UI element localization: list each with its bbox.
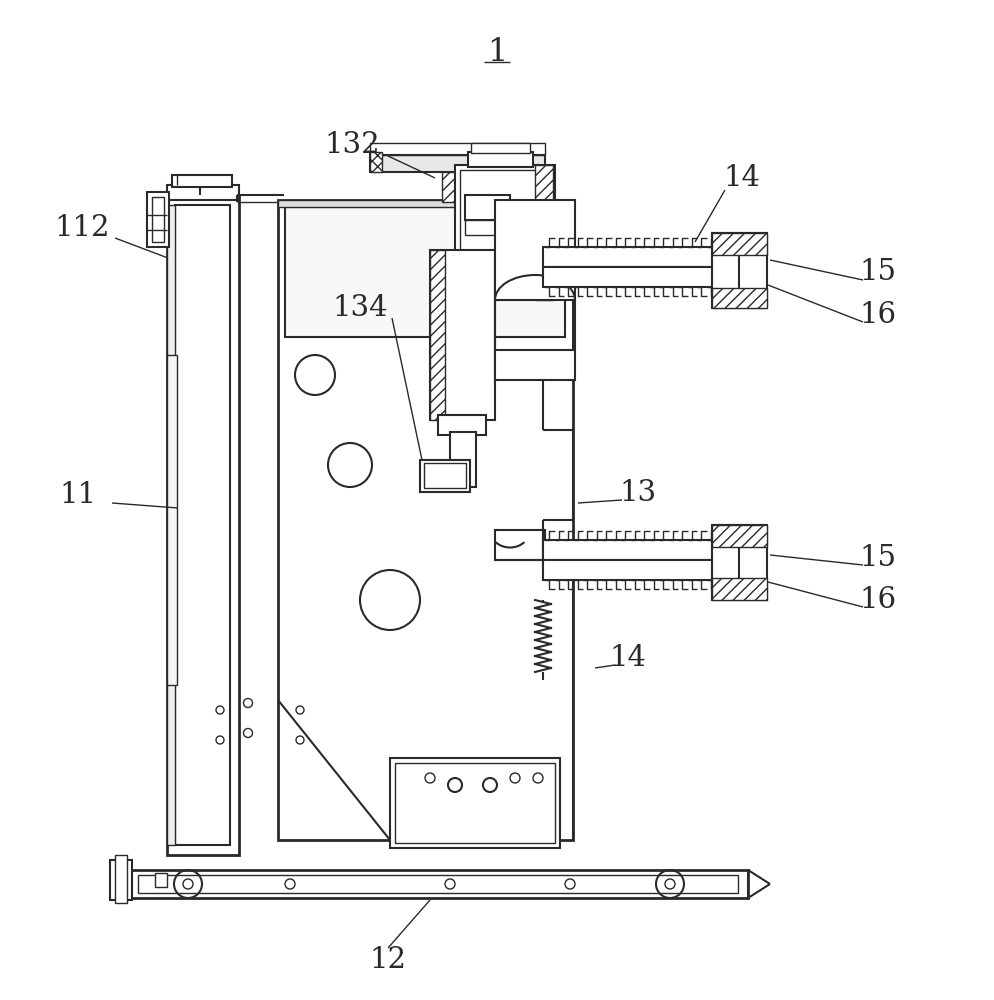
Bar xyxy=(429,250,494,420)
Text: 14: 14 xyxy=(609,644,646,672)
Bar xyxy=(464,220,510,235)
Bar xyxy=(167,205,175,845)
Text: 13: 13 xyxy=(619,479,656,507)
Bar xyxy=(370,143,545,155)
Bar xyxy=(712,233,766,308)
Bar xyxy=(712,525,766,600)
Bar xyxy=(284,207,565,337)
Bar xyxy=(277,200,573,207)
Bar xyxy=(138,875,738,893)
Text: 1: 1 xyxy=(486,37,507,68)
Bar xyxy=(454,165,555,300)
Bar xyxy=(419,460,469,492)
Bar xyxy=(277,200,573,840)
Bar xyxy=(167,355,177,685)
Bar xyxy=(449,432,475,487)
Text: 11: 11 xyxy=(60,481,96,509)
Bar xyxy=(712,288,766,308)
Bar xyxy=(464,195,510,220)
Text: 16: 16 xyxy=(859,301,896,329)
Bar xyxy=(543,540,718,560)
Bar xyxy=(390,758,560,848)
Bar xyxy=(459,170,550,295)
Bar xyxy=(543,247,718,267)
Bar xyxy=(467,152,533,167)
Bar xyxy=(370,152,545,172)
Bar xyxy=(128,870,747,898)
Bar xyxy=(712,525,766,547)
Bar xyxy=(712,578,766,600)
Bar xyxy=(494,350,575,380)
Bar xyxy=(712,233,766,255)
Bar xyxy=(423,463,465,488)
Text: 15: 15 xyxy=(859,258,896,286)
Bar xyxy=(167,195,239,855)
Bar xyxy=(167,185,239,200)
Text: 112: 112 xyxy=(55,214,109,242)
Bar xyxy=(155,873,167,887)
Bar xyxy=(470,143,530,153)
Bar xyxy=(175,205,230,845)
Bar xyxy=(494,200,575,300)
Circle shape xyxy=(183,879,193,889)
Bar xyxy=(147,192,169,247)
Bar xyxy=(535,165,553,300)
Text: 15: 15 xyxy=(859,544,896,572)
Text: 134: 134 xyxy=(332,294,388,322)
Bar xyxy=(395,763,555,843)
Bar xyxy=(115,855,127,903)
Text: 132: 132 xyxy=(324,131,380,159)
Text: 12: 12 xyxy=(369,946,407,974)
Bar xyxy=(441,172,469,202)
Bar xyxy=(494,530,545,560)
Bar xyxy=(152,197,164,242)
Bar xyxy=(429,250,444,420)
Bar xyxy=(172,175,232,187)
Circle shape xyxy=(664,879,674,889)
Text: 14: 14 xyxy=(723,164,759,192)
Text: 16: 16 xyxy=(859,586,896,614)
Bar xyxy=(543,267,718,287)
Bar xyxy=(437,415,485,435)
Bar xyxy=(110,860,132,900)
Bar xyxy=(543,560,718,580)
Bar xyxy=(370,152,382,172)
